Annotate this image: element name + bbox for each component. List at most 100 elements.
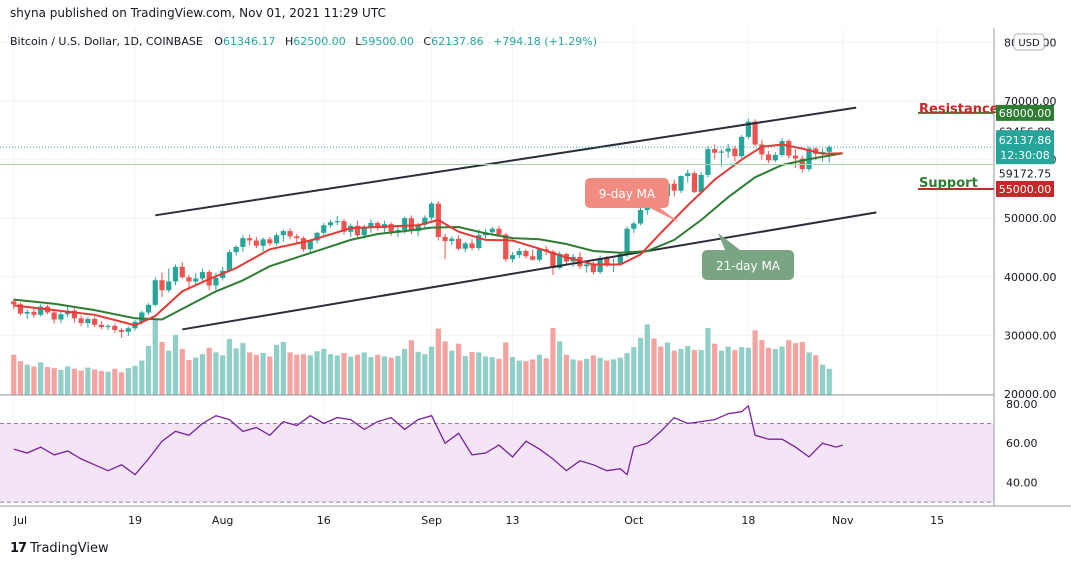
time-tick-label: 19 [128,514,142,527]
volume-bar [637,337,644,395]
candle-body [429,203,435,218]
candle-body [287,231,293,237]
candle-body [752,121,758,145]
volume-bar [307,355,313,395]
volume-bar [429,346,435,395]
candle-body [361,227,367,236]
price-chart[interactable]: 20000.0030000.0040000.0050000.0060000.00… [0,28,1071,538]
candle-body [786,140,792,156]
rsi-axis: 40.00 60.00 80.00 [1006,398,1038,490]
candle-body [732,148,738,157]
candle-body [11,301,17,305]
volume-bar [408,340,414,395]
volume-bar [179,348,185,395]
volume-bar [698,350,704,395]
candle-body [273,235,280,244]
candle-body [462,243,468,249]
candle-body [118,330,125,332]
candle-body [590,264,596,273]
volume-bar [112,368,118,395]
volume-bar [752,330,758,395]
candle-body [624,228,630,254]
volume-bar [819,364,826,395]
close-value: 62137.86 [431,35,484,48]
volume-bar [644,324,650,395]
volume-bar [78,370,84,395]
volume-bar [300,354,307,395]
volume-bar [159,341,165,395]
candle-body [327,222,334,226]
candle-body [617,253,623,264]
candle-body [698,174,704,192]
volume-bar [590,355,596,395]
volume-bar [489,357,495,395]
rsi-path [13,404,843,476]
volume-bar [381,356,388,395]
publish-info: shyna published on TradingView.com, Nov … [10,6,386,20]
volume-bar [267,356,273,395]
volume-bar [247,352,253,395]
volume-bar [469,351,475,395]
candle-body [759,144,765,155]
volume-bar [779,346,785,395]
volume-bar [712,343,718,395]
candle-body [469,243,475,249]
volume-bar [435,328,441,395]
volume-bar [462,355,468,395]
volume-bar [65,366,71,395]
candle-body [375,222,381,229]
volume-bar [388,357,394,395]
volume-bar [132,365,138,395]
low-value: 59500.00 [361,35,414,48]
volume-bar [24,364,30,395]
candle-body [691,173,698,192]
candle-body [247,238,253,241]
time-axis: Jul 19 Aug 16 Sep 13 Oct 18 Nov 15 [13,514,944,527]
symbol-label: Bitcoin / U.S. Dollar, 1D, COINBASE [10,35,203,48]
time-tick-label: Sep [421,514,442,527]
candle-body [17,304,24,314]
volume-bar [220,355,226,395]
volume-bar [105,371,111,395]
channel-lower-line [182,211,877,331]
volume-bar [172,334,179,395]
ma21-label: 21-day MA [716,259,781,273]
volume-bar [85,367,91,395]
time-tick-label: Jul [13,514,27,527]
volume-bar [44,367,51,395]
volume-bar [476,352,482,395]
volume-bar [725,346,731,395]
price-tick-label: 50000.00 [1004,212,1057,225]
candle-body [294,236,300,239]
volume-bar [604,360,610,395]
candle-body [455,238,462,249]
candle-body [334,221,340,223]
candle-body [280,231,286,236]
support-label: Support [919,176,978,191]
volume-bar [145,346,152,395]
footer: 17 TradingView [10,541,109,556]
candle-body [557,253,563,268]
candle-body [779,140,785,156]
chart-area[interactable]: 20000.0030000.0040000.0050000.0060000.00… [0,28,1071,538]
volume-bar [516,360,522,395]
candle-body [516,251,522,256]
volume-bar [543,358,549,395]
candle-body [85,318,91,324]
volume-bar [125,368,131,395]
volume-bar [530,359,536,395]
candle-body [226,252,233,271]
currency-label: USD [1018,38,1040,49]
volume-bar [631,347,637,395]
volume-bar [455,343,462,395]
candle-body [233,246,239,253]
currency-button[interactable]: USD [1013,33,1045,51]
time-tick-label: Aug [212,514,233,527]
candle-body [402,218,408,230]
volume-bar [664,342,671,395]
candle-body [584,264,590,267]
time-tick-label: 18 [741,514,755,527]
ma9-label: 9-day MA [599,187,656,201]
volume-bar [395,355,401,395]
volume-bar [557,341,563,395]
